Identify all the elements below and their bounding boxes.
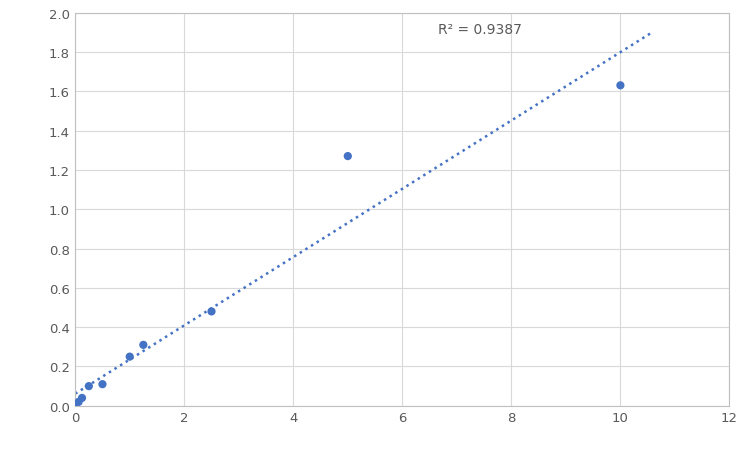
Point — [123, 353, 135, 360]
Point — [83, 382, 95, 390]
Point — [341, 153, 353, 161]
Point — [205, 308, 217, 315]
Point — [73, 398, 85, 405]
Text: R² = 0.9387: R² = 0.9387 — [438, 23, 522, 37]
Point — [69, 402, 81, 410]
Point — [76, 395, 88, 402]
Point — [614, 83, 626, 90]
Point — [138, 341, 150, 349]
Point — [96, 381, 108, 388]
